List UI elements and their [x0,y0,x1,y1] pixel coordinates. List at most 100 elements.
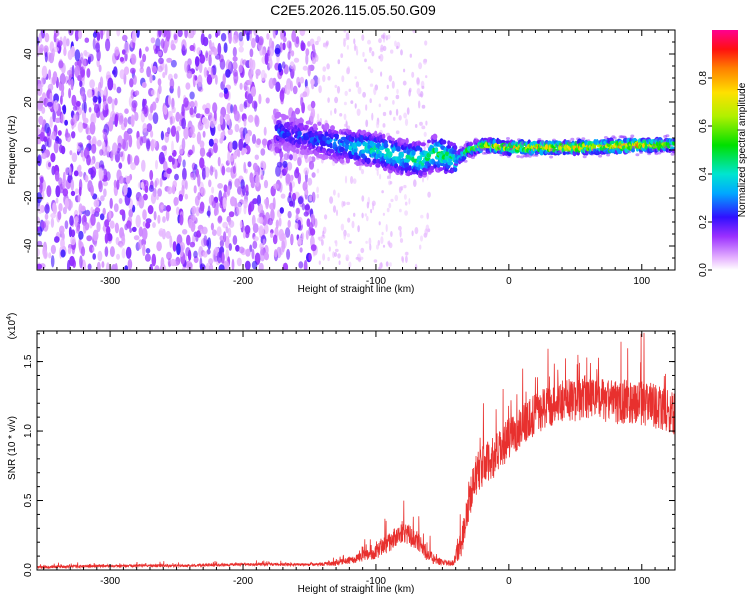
noise-blob [60,83,65,93]
noise-blob [194,56,200,67]
noise-blob [131,105,137,112]
noise-blob [57,210,62,221]
noise-blob [263,126,267,136]
noise-blob [37,240,43,247]
noise-blob [245,248,251,257]
sparse-noise-blob [362,51,365,58]
colorbar-tick-label: 0.0 [698,263,709,277]
noise-blob [266,33,270,40]
noise-blob [258,93,262,105]
noise-blob [171,97,175,110]
noise-blob [285,82,291,95]
sparse-noise-blob [379,174,382,180]
signal-blob [390,137,395,141]
noise-blob [143,104,149,118]
noise-blob [193,106,197,114]
noise-blob [53,93,59,103]
noise-blob [146,66,152,78]
noise-blob [158,84,162,95]
noise-blob [92,229,99,242]
noise-blob [74,30,80,42]
noise-blob [169,116,173,126]
noise-blob [255,72,259,80]
noise-blob [44,122,50,134]
x-tick-label: 100 [633,576,650,587]
noise-blob [93,103,100,114]
noise-blob [265,198,269,210]
noise-blob [74,188,79,195]
noise-blob [103,188,107,197]
sparse-noise-blob [318,85,322,94]
noise-blob [170,258,177,267]
noise-blob [68,30,74,36]
sparse-noise-blob [398,115,402,121]
noise-blob [163,30,167,38]
noise-blob [231,258,235,270]
sparse-noise-blob [387,175,390,180]
noise-blob [294,168,300,179]
noise-blob [39,182,43,194]
noise-blob [190,172,197,181]
sparse-noise-blob [425,75,428,79]
noise-blob [97,250,103,262]
noise-blob [70,190,76,197]
signal-blob [453,144,458,151]
sparse-noise-blob [333,189,336,196]
noise-blob [262,238,266,245]
noise-blob [153,211,157,221]
sparse-noise-blob [390,49,394,54]
sparse-noise-blob [354,76,358,80]
noise-blob [70,229,76,238]
noise-blob [62,35,67,49]
noise-blob [229,141,233,152]
noise-blob [50,212,57,219]
noise-blob [137,181,142,189]
signal-blob [369,162,373,168]
noise-blob [223,184,228,193]
noise-blob [43,45,49,54]
noise-blob [192,30,196,36]
sparse-noise-blob [354,103,357,109]
noise-blob [129,78,134,88]
sparse-noise-blob [421,104,426,109]
noise-blob [177,30,183,38]
noise-blob [184,30,188,39]
noise-blob [135,214,141,228]
noise-blob [259,248,266,262]
noise-blob [67,259,71,270]
sparse-noise-blob [360,247,365,254]
signal-halo [612,136,617,140]
noise-blob [194,195,200,206]
noise-blob [205,50,209,59]
signal-blob [359,134,364,141]
noise-blob [86,88,93,98]
noise-blob [200,30,205,34]
signal-blob [380,159,386,164]
sparse-noise-blob [388,75,393,82]
snr-panel: -300 -200 -100 0 100 0.0 0.5 1.0 1.5 Height of … [6,313,676,595]
noise-blob [223,87,228,94]
noise-blob [227,150,231,164]
noise-blob [114,263,118,270]
sparse-noise-blob [373,259,378,263]
signal-blob [281,114,288,121]
sparse-noise-blob [361,212,364,219]
sparse-noise-blob [366,215,369,222]
noise-blob [44,51,48,63]
snr-y-unit-base: (x10 [7,319,18,339]
noise-blob [156,241,162,252]
sparse-noise-blob [396,45,399,50]
sparse-noise-blob [372,202,375,211]
noise-blob [269,143,275,152]
signal-blob [388,151,393,158]
signal-halo [537,138,542,141]
noise-blob [241,147,246,155]
noise-blob [286,248,291,260]
noise-blob [89,121,96,135]
noise-blob [298,261,304,269]
noise-blob [113,203,119,213]
noise-blob [67,69,72,76]
x-tick-label: -300 [100,576,120,587]
sparse-noise-blob [343,101,347,106]
signal-halo [635,153,640,157]
